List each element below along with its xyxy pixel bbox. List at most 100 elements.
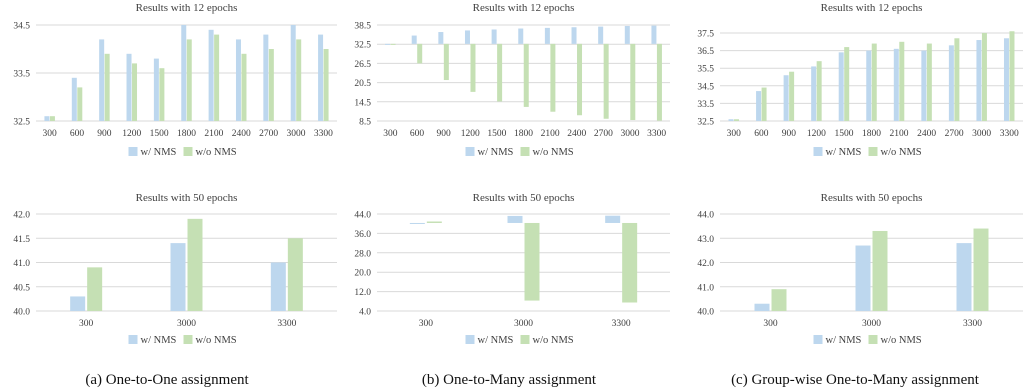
y-tick-label: 12.0: [354, 288, 371, 298]
bar-without-nms-900: [789, 71, 795, 121]
bar-with-nms-1800: [518, 28, 524, 44]
bar-with-nms-900: [783, 75, 789, 121]
y-tick-label: 41.0: [697, 283, 714, 293]
chart-legend: w/ NMS w/o NMS: [465, 147, 574, 158]
x-tick-label: 3000: [286, 129, 305, 139]
bar-with-nms-600: [756, 91, 762, 121]
bar-without-nms-300: [87, 267, 103, 311]
bar-without-nms-3300: [287, 238, 303, 311]
bar-with-nms-1200: [464, 30, 470, 44]
x-tick-label: 300: [79, 319, 94, 329]
bar-with-nms-1200: [811, 66, 817, 121]
bar-without-nms-900: [443, 43, 449, 81]
bar-with-nms-3000: [855, 245, 871, 311]
bar-with-nms-3300: [956, 243, 972, 311]
bar-without-nms-3000: [981, 33, 987, 121]
bar-without-nms-1500: [159, 68, 165, 121]
chart-title: Results with 12 epochs: [473, 2, 575, 14]
bar-with-nms-300: [70, 296, 86, 311]
x-tick-label: 900: [782, 129, 797, 139]
bar-without-nms-600: [761, 87, 767, 121]
bar-without-nms-3300: [1009, 31, 1015, 122]
x-tick-label: 600: [410, 129, 425, 139]
bar-without-nms-2700: [603, 43, 609, 119]
legend-label-with-nms: w/ NMS: [141, 335, 177, 346]
legend-swatch-with-nms: [465, 335, 475, 344]
legend-swatch-without-nms: [183, 335, 193, 344]
x-tick-label: 3000: [621, 129, 640, 139]
y-tick-label: 32.5: [354, 41, 371, 51]
bar-with-nms-3000: [624, 25, 630, 44]
y-tick-label: 41.5: [13, 235, 30, 245]
y-tick-label: 28.0: [354, 249, 371, 259]
x-tick-label: 2400: [232, 129, 251, 139]
y-tick-label: 42.0: [13, 211, 30, 221]
x-tick-label: 3300: [647, 129, 666, 139]
y-tick-label: 14.5: [354, 98, 371, 108]
bar-with-nms-3000: [170, 243, 186, 311]
bar-without-nms-2100: [214, 34, 220, 121]
chart-title: Results with 50 epochs: [136, 192, 238, 204]
y-tick-label: 33.5: [13, 70, 30, 80]
bar-without-nms-2400: [926, 43, 932, 122]
bar-without-nms-300: [771, 289, 787, 311]
y-tick-label: 40.0: [697, 308, 714, 318]
x-tick-label: 1200: [807, 129, 826, 139]
x-tick-label: 300: [763, 319, 778, 329]
x-tick-label: 2100: [204, 129, 223, 139]
x-tick-label: 3300: [1000, 129, 1019, 139]
bar-with-nms-300: [409, 222, 425, 224]
y-tick-label: 32.5: [13, 118, 30, 128]
chart-legend: w/ NMS w/o NMS: [128, 147, 237, 158]
y-tick-label: 34.5: [13, 22, 30, 32]
x-tick-label: 2700: [259, 129, 278, 139]
bar-without-nms-1500: [497, 43, 503, 102]
bar-with-nms-900: [99, 39, 105, 121]
chart-legend: w/ NMS w/o NMS: [813, 335, 922, 346]
bar-without-nms-1500: [844, 47, 850, 121]
bar-without-nms-3000: [187, 218, 203, 311]
bar-with-nms-2700: [598, 26, 604, 44]
x-tick-label: 300: [727, 129, 742, 139]
chart-panel-c-12-epochs: Results with 12 epochs 32.5 33.5 34.5 35.5 36…: [697, 2, 1023, 158]
y-tick-label: 4.0: [359, 308, 371, 318]
bar-with-nms-900: [438, 32, 444, 44]
bar-without-nms-3300: [622, 222, 638, 303]
bar-with-nms-2400: [921, 50, 927, 121]
bar-without-nms-600: [417, 43, 423, 64]
bar-without-nms-3300: [323, 49, 329, 121]
legend-label-without-nms: w/o NMS: [881, 147, 922, 158]
bar-without-nms-600: [77, 87, 83, 121]
bar-with-nms-3300: [1003, 38, 1009, 121]
legend-swatch-with-nms: [813, 147, 823, 156]
y-tick-label: 20.0: [354, 269, 371, 279]
bar-without-nms-3300: [656, 43, 662, 121]
x-tick-label: 900: [436, 129, 451, 139]
bar-without-nms-1200: [132, 63, 138, 121]
bar-with-nms-600: [71, 77, 77, 121]
x-tick-label: 300: [43, 129, 58, 139]
bar-with-nms-2400: [235, 39, 241, 121]
x-tick-label: 1500: [150, 129, 169, 139]
legend-swatch-without-nms: [868, 335, 878, 344]
y-tick-label: 40.0: [13, 308, 30, 318]
x-tick-label: 2400: [917, 129, 936, 139]
caption-group-wise: (c) Group-wise One-to-Many assignment: [731, 372, 980, 388]
legend-swatch-with-nms: [813, 335, 823, 344]
x-tick-label: 2700: [945, 129, 964, 139]
legend-swatch-without-nms: [868, 147, 878, 156]
x-tick-label: 1500: [834, 129, 853, 139]
x-tick-label: 2100: [890, 129, 909, 139]
chart-legend: w/ NMS w/o NMS: [813, 147, 922, 158]
y-tick-label: 8.5: [359, 118, 371, 128]
bar-with-nms-300: [385, 43, 391, 45]
y-tick-label: 37.5: [697, 30, 714, 40]
chart-title: Results with 50 epochs: [473, 192, 575, 204]
y-tick-label: 43.0: [697, 235, 714, 245]
x-tick-label: 1500: [487, 129, 506, 139]
legend-label-without-nms: w/o NMS: [533, 335, 574, 346]
y-tick-label: 20.5: [354, 79, 371, 89]
bar-with-nms-1500: [491, 29, 497, 44]
chart-panel-b-12-epochs: Results with 12 epochs 8.5 14.5 20.5 26.5 32.…: [354, 2, 670, 158]
